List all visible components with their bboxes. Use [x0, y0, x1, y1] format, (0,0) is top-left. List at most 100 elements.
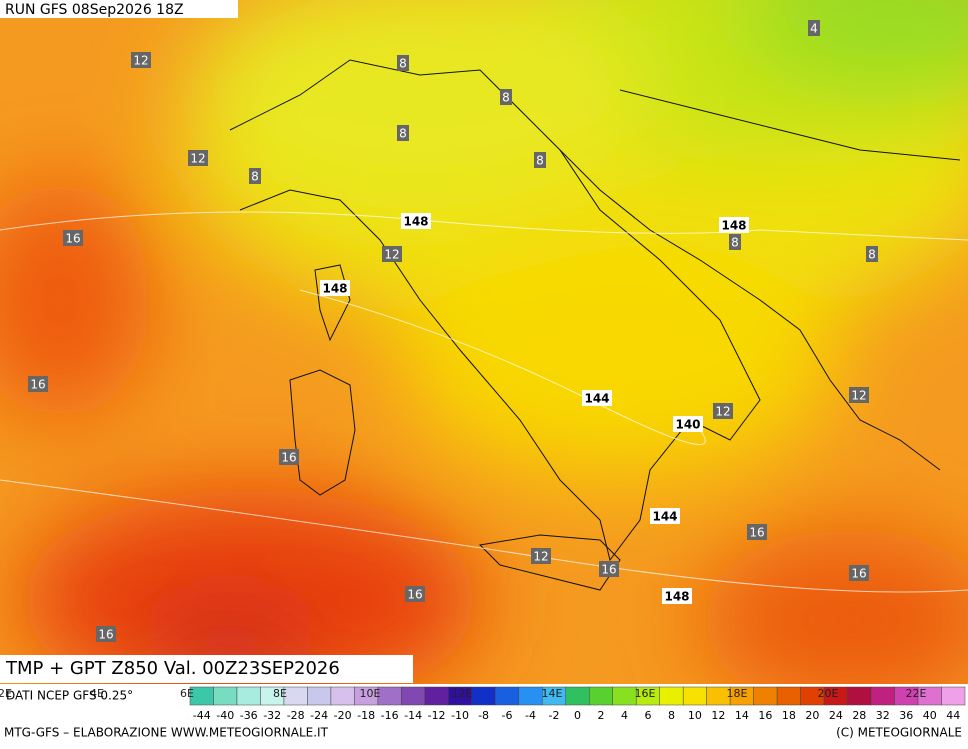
temp-label-box — [382, 246, 402, 262]
colorbar-label: 32 — [876, 709, 890, 722]
footer-left: MTG-GFS – ELABORAZIONE WWW.METEOGIORNALE… — [4, 726, 329, 740]
temp-label: 8 — [399, 127, 407, 141]
temp-label-box — [713, 403, 733, 419]
colorbar-label: -2 — [549, 709, 560, 722]
temp-label-box — [63, 230, 83, 246]
temp-label-box — [405, 586, 425, 602]
temp-label-box — [747, 524, 767, 540]
colorbar-swatch — [870, 686, 895, 706]
colorbar-swatch — [588, 686, 613, 706]
footer-right: (C) METEOGIORNALE — [836, 726, 962, 740]
temp-label-box — [849, 565, 869, 581]
colorbar-label: -14 — [404, 709, 422, 722]
colorbar-swatch — [753, 686, 778, 706]
colorbar-swatch — [307, 686, 332, 706]
temp-label: 12 — [533, 550, 548, 564]
colorbar-swatch — [659, 686, 684, 706]
colorbar-swatch — [847, 686, 872, 706]
run-box — [0, 0, 238, 18]
colorbar-label: -40 — [216, 709, 234, 722]
temp-label-box — [849, 387, 869, 403]
temp-label-box — [188, 150, 208, 166]
longitude-label: 14E — [542, 687, 563, 700]
temp-label-box — [249, 168, 261, 184]
colorbar-swatch — [941, 686, 966, 706]
colorbar-label: -10 — [451, 709, 469, 722]
temp-label: 8 — [868, 248, 876, 262]
temp-label: 4 — [810, 22, 818, 36]
colorbar-label: -24 — [310, 709, 328, 722]
temp-label: 8 — [251, 170, 259, 184]
temp-label: 12 — [851, 389, 866, 403]
colorbar-swatch — [377, 686, 402, 706]
temp-label: 8 — [502, 91, 510, 105]
source-label: DATI NCEP GFS 0.25° — [6, 689, 133, 703]
colorbar-swatch — [565, 686, 590, 706]
temp-label: 12 — [715, 405, 730, 419]
temp-label: 16 — [30, 378, 45, 392]
colorbar: -44 -40 -36 -32 -28 -24 -20 -18 -16 -14 -12 -10 -8 -6… — [0, 686, 966, 722]
colorbar-label: -20 — [334, 709, 352, 722]
colorbar-swatch — [612, 686, 637, 706]
temp-label: 12 — [190, 152, 205, 166]
colorbar-label: 16 — [758, 709, 772, 722]
temp-label: 16 — [281, 451, 296, 465]
temp-label-box — [397, 125, 409, 141]
temp-label-box — [866, 246, 878, 262]
height-label-box — [650, 508, 680, 524]
colorbar-label: 2 — [597, 709, 604, 722]
map-field — [0, 0, 968, 684]
temp-label: 16 — [65, 232, 80, 246]
height-label: 144 — [584, 392, 609, 406]
height-label: 140 — [675, 418, 700, 432]
longitude-label: 2E — [0, 687, 12, 700]
colorbar-label: -28 — [287, 709, 305, 722]
temp-label-box — [808, 20, 820, 36]
temp-label: 8 — [536, 154, 544, 168]
colorbar-label: 12 — [711, 709, 725, 722]
height-label: 148 — [721, 219, 746, 233]
caption-box — [0, 655, 413, 683]
colorbar-label: -4 — [525, 709, 536, 722]
height-label-box — [719, 217, 749, 233]
temp-label: 8 — [399, 57, 407, 71]
colorbar-swatch — [213, 686, 238, 706]
height-label-box — [320, 280, 350, 296]
height-label-box — [673, 416, 703, 432]
height-label: 144 — [652, 510, 677, 524]
height-label-box — [582, 390, 612, 406]
colorbar-label: 44 — [946, 709, 960, 722]
colorbar-label: 20 — [805, 709, 819, 722]
colorbar-swatch — [471, 686, 496, 706]
longitude-label: 12E — [452, 687, 473, 700]
height-label: 148 — [664, 590, 689, 604]
temp-label: 16 — [407, 588, 422, 602]
longitude-label: 18E — [727, 687, 748, 700]
temp-label: 12 — [133, 54, 148, 68]
colorbar-swatch — [236, 686, 261, 706]
longitude-label: 6E — [180, 687, 194, 700]
run-label: RUN GFS 08Sep2026 18Z — [5, 2, 184, 18]
temp-label-box — [500, 89, 512, 105]
colorbar-label: 18 — [782, 709, 796, 722]
colorbar-label: -18 — [357, 709, 375, 722]
temp-label-box — [28, 376, 48, 392]
colorbar-label: 4 — [621, 709, 628, 722]
colorbar-label: 28 — [852, 709, 866, 722]
colorbar-label: 40 — [923, 709, 937, 722]
colorbar-swatch — [401, 686, 426, 706]
colorbar-label: 8 — [668, 709, 675, 722]
height-label-box — [401, 213, 431, 229]
colorbar-swatch — [283, 686, 308, 706]
colorbar-swatch — [424, 686, 449, 706]
temp-label: 16 — [98, 628, 113, 642]
temp-label-box — [534, 152, 546, 168]
colorbar-label: -36 — [240, 709, 258, 722]
caption-title: TMP + GPT Z850 Val. 00Z23SEP2026 — [5, 658, 340, 679]
temp-label-box — [131, 52, 151, 68]
colorbar-label: 10 — [688, 709, 702, 722]
colorbar-label: -6 — [502, 709, 513, 722]
temp-label-box — [599, 561, 619, 577]
temp-label-box — [279, 449, 299, 465]
